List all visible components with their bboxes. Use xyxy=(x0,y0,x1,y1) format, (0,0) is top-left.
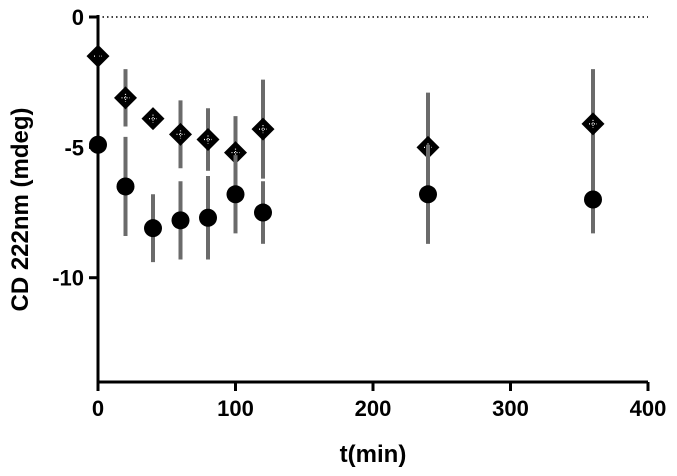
y-tick-label: -5 xyxy=(64,135,84,160)
data-point-diamond xyxy=(581,112,605,136)
y-tick-label: -10 xyxy=(52,266,84,291)
data-point-circle xyxy=(226,185,245,204)
data-point-diamond xyxy=(169,122,192,146)
plot-marks xyxy=(86,44,605,263)
data-point-circle xyxy=(254,203,272,222)
x-tick-label: 100 xyxy=(217,396,254,421)
data-point-circle xyxy=(116,177,135,196)
data-point-diamond xyxy=(251,117,275,141)
data-point-circle xyxy=(171,211,190,230)
y-axis-ticks: 0 -5 -10 xyxy=(52,5,98,291)
data-point-circle xyxy=(144,219,162,238)
series-diamond xyxy=(86,44,605,203)
x-tick-label: 200 xyxy=(355,396,392,421)
y-axis-title: CD 222nm (mdeg) xyxy=(7,107,34,311)
series-circle xyxy=(89,135,602,263)
y-tick-label: 0 xyxy=(72,5,84,30)
data-point-diamond xyxy=(224,141,247,165)
x-tick-label: 0 xyxy=(92,396,104,421)
data-point-diamond xyxy=(196,128,220,152)
x-axis-ticks: 0 100 200 300 400 xyxy=(92,382,666,421)
data-point-diamond xyxy=(141,107,165,131)
data-point-circle xyxy=(199,208,217,227)
x-axis-title: t(min) xyxy=(340,441,407,468)
data-point-circle xyxy=(584,190,602,209)
x-tick-label: 400 xyxy=(630,396,667,421)
x-tick-label: 300 xyxy=(492,396,529,421)
data-point-circle xyxy=(419,185,437,204)
data-point-diamond xyxy=(114,86,137,110)
